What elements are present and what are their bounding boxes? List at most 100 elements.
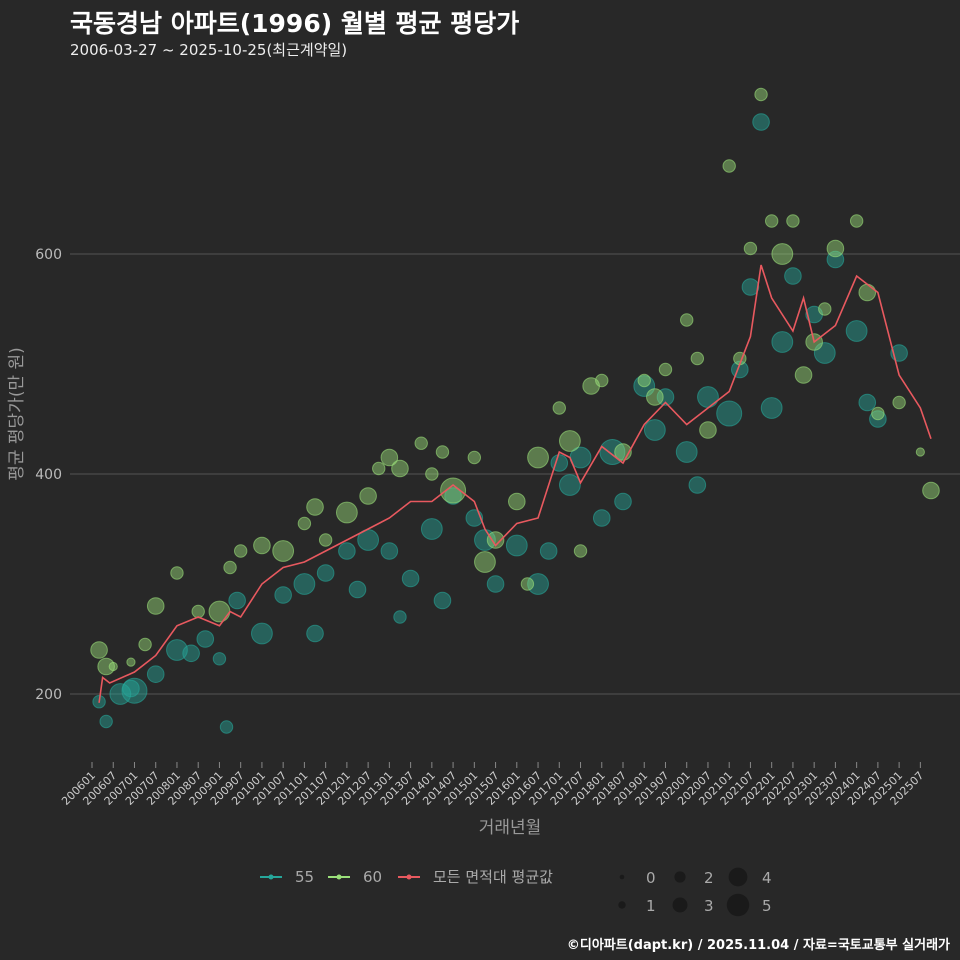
- point-55: [599, 439, 626, 465]
- legend-label: 60: [363, 868, 382, 886]
- y-axis-label: 평균 평당가(만 원): [7, 347, 27, 481]
- point-60: [108, 661, 118, 672]
- point-60: [380, 448, 399, 467]
- point-55: [316, 564, 335, 582]
- point-60: [520, 577, 535, 591]
- point-55: [592, 509, 611, 527]
- point-55: [251, 622, 273, 645]
- point-60: [146, 597, 165, 615]
- point-60: [318, 533, 333, 547]
- point-55: [675, 441, 698, 463]
- legend-size-circle: [619, 874, 625, 880]
- point-60: [818, 302, 832, 316]
- point-60: [170, 566, 184, 580]
- point-55: [752, 113, 770, 131]
- legend-swatch-dot: [268, 874, 274, 880]
- point-60: [306, 498, 324, 516]
- point-60: [849, 214, 864, 228]
- point-60: [794, 366, 813, 384]
- point-60: [527, 446, 549, 469]
- point-55: [656, 388, 675, 406]
- y-tick-label: 400: [35, 467, 62, 483]
- point-60: [97, 657, 115, 676]
- point-60: [858, 283, 877, 302]
- point-55: [688, 476, 707, 494]
- legend-size-label: 3: [704, 897, 714, 915]
- point-55: [306, 624, 324, 643]
- point-60: [743, 241, 758, 256]
- point-55: [146, 665, 165, 684]
- point-55: [212, 652, 227, 666]
- point-55: [486, 575, 505, 593]
- point-55: [219, 720, 234, 734]
- point-55: [527, 573, 549, 595]
- point-60: [391, 459, 409, 478]
- point-60: [764, 214, 779, 228]
- point-60: [722, 159, 736, 173]
- point-55: [293, 573, 316, 595]
- point-60: [690, 351, 705, 366]
- point-60: [208, 600, 231, 623]
- point-60: [223, 560, 237, 575]
- point-60: [595, 373, 609, 388]
- point-60: [474, 551, 496, 573]
- point-55: [858, 393, 877, 412]
- point-55: [348, 580, 367, 599]
- legend-swatch-dot: [406, 874, 412, 880]
- point-60: [892, 395, 906, 410]
- point-55: [505, 534, 528, 557]
- point-60: [754, 87, 768, 102]
- point-55: [228, 591, 246, 610]
- point-55: [401, 569, 420, 588]
- x-axis-label: 거래년월: [479, 818, 542, 838]
- legend-label: 55: [295, 868, 314, 886]
- footer-credit: ©디아파트(dapt.kr) / 2025.11.04 / 자료=국토교통부 실…: [566, 938, 950, 953]
- legend-label: 모든 면적대 평균값: [433, 868, 553, 886]
- point-60: [467, 450, 482, 465]
- point-55: [614, 492, 632, 511]
- point-55: [380, 542, 399, 560]
- point-60: [126, 657, 136, 667]
- point-55: [196, 630, 215, 648]
- point-60: [272, 540, 295, 562]
- y-tick-label: 600: [35, 247, 62, 263]
- point-55: [760, 397, 783, 419]
- point-60: [253, 536, 271, 555]
- point-55: [393, 610, 407, 624]
- point-60: [486, 531, 505, 549]
- point-55: [274, 586, 292, 604]
- point-60: [786, 214, 800, 228]
- point-60: [414, 436, 428, 450]
- legend-size-circle: [728, 867, 748, 887]
- point-55: [697, 386, 719, 408]
- point-55: [784, 267, 802, 285]
- chart-title: 국동경남 아파트(1996) 월별 평균 평당가: [70, 9, 520, 38]
- point-55: [182, 644, 200, 663]
- point-60: [440, 477, 467, 504]
- point-60: [297, 516, 312, 531]
- point-60: [508, 492, 526, 511]
- point-60: [646, 388, 664, 406]
- point-55: [338, 542, 356, 560]
- point-55: [869, 410, 887, 428]
- point-55: [121, 677, 148, 704]
- legend-size-label: 4: [762, 869, 772, 887]
- point-60: [699, 421, 717, 439]
- point-60: [922, 481, 940, 500]
- legend-size-label: 5: [762, 897, 772, 915]
- point-55: [99, 714, 113, 729]
- point-55: [166, 639, 188, 661]
- point-60: [915, 447, 925, 457]
- legend-size-circle: [618, 901, 626, 909]
- point-60: [359, 487, 377, 505]
- point-60: [658, 362, 673, 377]
- point-55: [741, 278, 760, 296]
- point-55: [643, 419, 666, 441]
- point-60: [680, 313, 694, 327]
- point-60: [637, 373, 651, 388]
- legend-size-circle: [674, 871, 686, 883]
- point-60: [233, 544, 248, 558]
- point-60: [425, 467, 439, 481]
- legend-size-label: 1: [646, 897, 656, 915]
- point-55: [444, 487, 462, 505]
